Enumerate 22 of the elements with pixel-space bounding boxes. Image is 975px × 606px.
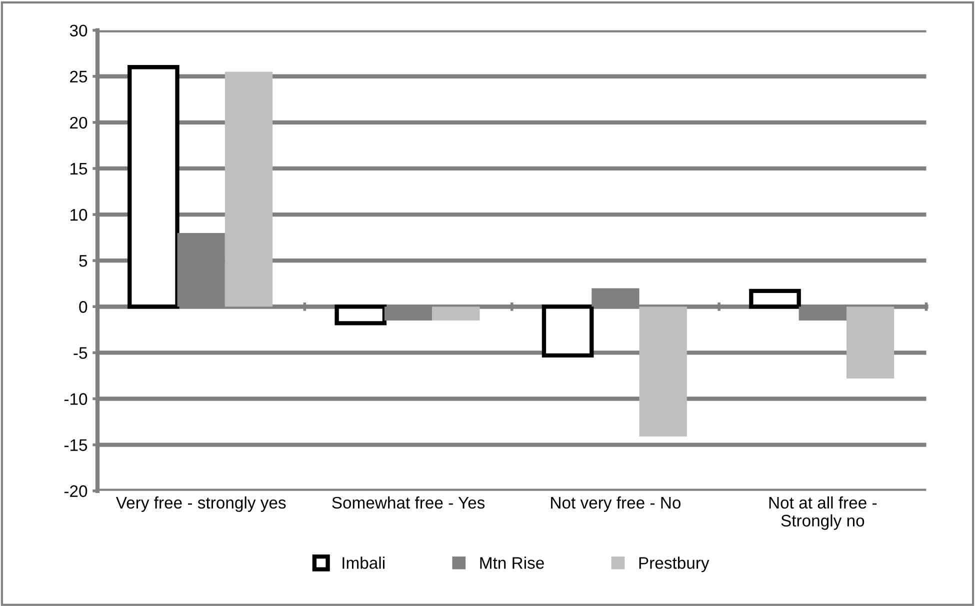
- legend-label: Mtn Rise: [480, 556, 544, 569]
- bar: [224, 72, 273, 307]
- bar: [846, 306, 894, 378]
- bar: [432, 306, 480, 320]
- y-tick-label: 5: [79, 255, 88, 267]
- y-tick-label: 25: [70, 70, 88, 83]
- bar: [639, 306, 687, 437]
- y-tick-label: -20: [64, 485, 88, 498]
- x-tick-label: Somewhat free - Yes: [332, 496, 485, 509]
- y-tick-label: 20: [70, 116, 88, 129]
- legend-label: Prestbury: [639, 556, 710, 572]
- y-tick-label: -10: [64, 393, 88, 405]
- x-tick-label: Not very free - No: [551, 496, 681, 512]
- x-tick-label: Not at all free - Strongly no: [769, 496, 877, 530]
- x-tick-label: Very free - strongly yes: [116, 496, 286, 512]
- y-tick-label: 15: [70, 163, 88, 175]
- y-tick-label: 10: [70, 208, 88, 221]
- y-tick-label: -5: [74, 347, 88, 359]
- y-tick-label: 0: [79, 301, 88, 313]
- y-tick-label: -15: [64, 439, 88, 452]
- y-tick-label: 30: [70, 24, 88, 37]
- legend-label: Imbali: [342, 556, 384, 569]
